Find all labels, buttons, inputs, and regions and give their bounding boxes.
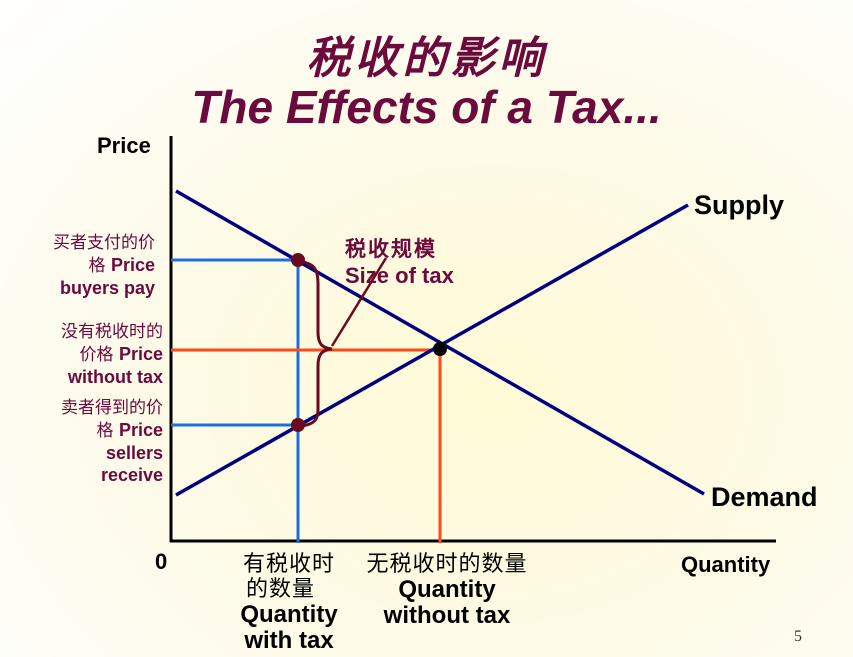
size-of-tax-label: 税收规模 Size of tax — [345, 233, 454, 289]
price-sellers-receive-en-1: Price — [118, 420, 163, 440]
quantity-without-tax-en-1: Quantity — [398, 576, 496, 603]
price-sellers-receive-en-3: receive — [100, 465, 163, 485]
price-buyers-pay-cn-2: 格 — [88, 256, 106, 276]
equilibrium-point — [433, 342, 447, 356]
quantity-with-tax-cn-1: 有税收时 — [242, 552, 335, 577]
price-sellers-receive-cn-2: 格 — [96, 421, 114, 441]
size-of-tax-cn: 税收规模 — [345, 237, 437, 261]
price-sellers-receive-label: 卖者得到的价 格 Price sellers receive — [3, 397, 163, 486]
quantity-with-tax-en-2: with tax — [244, 627, 334, 654]
title-chinese: 税收的影响 — [306, 33, 547, 84]
page-number: 5 — [794, 628, 802, 645]
y-axis-label: Price — [97, 133, 151, 158]
quantity-without-tax-label: 无税收时的数量 Quantity without tax — [344, 552, 550, 629]
x-axis-label: Quantity — [681, 552, 771, 577]
demand-label: Demand — [711, 482, 818, 512]
quantity-with-tax-en-1: Quantity — [240, 601, 338, 628]
quantity-with-tax-label: 有税收时 的数量 Quantity with tax — [228, 552, 350, 654]
title-english: The Effects of a Tax... — [191, 81, 662, 133]
sellers-price-point — [291, 418, 305, 432]
quantity-without-tax-cn: 无税收时的数量 — [366, 552, 528, 577]
price-without-tax-line2: 价格 Price — [3, 343, 163, 366]
price-sellers-receive-cn-1: 卖者得到的价 — [61, 398, 163, 418]
quantity-with-tax-cn-2: 的数量 — [246, 577, 316, 602]
quantity-without-tax-en-2: without tax — [383, 602, 511, 629]
size-of-tax-en: Size of tax — [345, 263, 454, 288]
price-without-tax-label: 没有税收时的 价格 Price without tax — [3, 321, 163, 388]
price-buyers-pay-en-2: buyers pay — [59, 278, 155, 298]
price-buyers-pay-line2: 格 Price — [5, 254, 155, 277]
supply-label: Supply — [694, 190, 785, 220]
tax-size-brace — [301, 260, 333, 428]
price-without-tax-en-1: Price — [118, 344, 163, 364]
price-buyers-pay-cn-1: 买者支付的价 — [53, 233, 155, 253]
price-without-tax-en-2: without tax — [68, 367, 163, 387]
price-without-tax-cn-2: 价格 — [79, 345, 114, 365]
buyers-price-point — [291, 253, 305, 267]
price-buyers-pay-label: 买者支付的价 格 Price buyers pay — [5, 232, 155, 299]
supply-curve — [175, 203, 689, 497]
price-buyers-pay-en-1: Price — [110, 255, 155, 275]
tax-label-pointer — [330, 257, 388, 347]
origin-label: 0 — [155, 549, 168, 574]
price-sellers-receive-line2: 格 Price — [3, 419, 163, 442]
price-without-tax-cn-1: 没有税收时的 — [61, 322, 163, 342]
price-sellers-receive-en-2: sellers — [105, 443, 163, 463]
